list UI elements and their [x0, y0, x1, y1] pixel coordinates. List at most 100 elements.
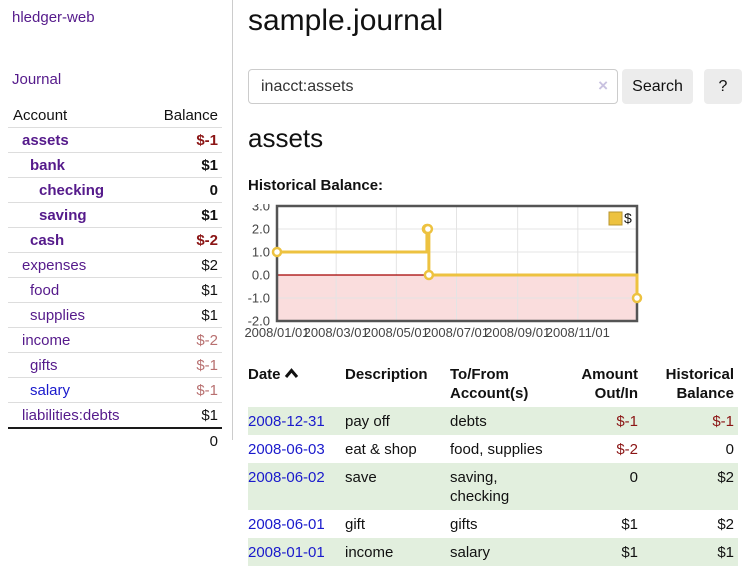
- data-point-marker: [631, 292, 643, 304]
- plot-border: [275, 204, 639, 323]
- data-point-marker: [423, 269, 435, 281]
- sidebar-account-link-checking[interactable]: checking: [39, 182, 105, 199]
- transaction-balance: $2: [717, 469, 734, 486]
- transaction-balance: $2: [717, 516, 734, 533]
- account-balance: $-1: [196, 357, 218, 374]
- sidebar-account-link-food[interactable]: food: [30, 282, 60, 299]
- transaction-accounts: saving, checking: [450, 469, 510, 505]
- account-balance: $-1: [196, 132, 218, 149]
- sidebar-account-link-gifts[interactable]: gifts: [30, 357, 58, 374]
- account-row: liabilities:debts $1: [8, 402, 222, 429]
- x-tick-label: 2008/05/01: [364, 325, 429, 340]
- account-table-header: Account Balance: [8, 103, 222, 128]
- transaction-row: 2008-12-31 pay off debts $-1 $-1: [248, 407, 738, 435]
- brand-link[interactable]: hledger-web: [12, 9, 95, 26]
- account-balance: $-2: [196, 332, 218, 349]
- transaction-description: eat & shop: [345, 441, 417, 458]
- transaction-description: pay off: [345, 413, 390, 430]
- search-form: × Search ?: [248, 69, 742, 104]
- sidebar-item-journal[interactable]: Journal: [12, 71, 62, 88]
- account-column-header: Account: [13, 107, 68, 124]
- account-balance: $-1: [196, 382, 218, 399]
- transaction-amount: $-2: [616, 441, 638, 458]
- transaction-balance: 0: [725, 441, 734, 458]
- x-tick-label: 2008/11/01: [546, 325, 610, 340]
- amount-column-header: Amount Out/In: [581, 366, 638, 402]
- transaction-row: 2008-06-03 eat & shop food, supplies $-2 0: [248, 435, 738, 463]
- account-balance: $2: [201, 257, 218, 274]
- account-balance: $1: [201, 407, 218, 424]
- data-point-marker: [422, 223, 434, 235]
- chart-container: 3.0 2.0 1.0 0.0 -1.0 -2.0 2008/01/01 2008/03/01…: [240, 199, 742, 346]
- transaction-amount: $1: [621, 544, 638, 561]
- transaction-accounts: gifts: [450, 516, 478, 533]
- y-tick-label: 1.0: [252, 245, 270, 260]
- account-row: gifts $-1: [8, 352, 222, 378]
- legend-swatch: [608, 211, 623, 226]
- search-input-wrap: ×: [248, 69, 618, 104]
- sidebar-account-link-assets[interactable]: assets: [22, 132, 69, 149]
- sidebar-account-link-saving[interactable]: saving: [39, 207, 87, 224]
- transaction-date-link[interactable]: 2008-06-01: [248, 516, 325, 533]
- y-tick-label: -2.0: [248, 314, 270, 329]
- transaction-amount: $1: [621, 516, 638, 533]
- sidebar-account-link-supplies[interactable]: supplies: [30, 307, 86, 324]
- page-title: sample.journal: [248, 4, 444, 37]
- account-row: food $1: [8, 277, 222, 303]
- clear-search-icon[interactable]: ×: [598, 76, 608, 95]
- transaction-accounts: food, supplies: [450, 441, 543, 458]
- account-balance-table: Account Balance assets $-1 bank $1 checking 0…: [8, 103, 222, 453]
- account-row: salary $-1: [8, 377, 222, 403]
- transaction-balance: $-1: [712, 413, 734, 430]
- account-row: saving $1: [8, 202, 222, 228]
- x-tick-label: 2008/01/01: [244, 325, 309, 340]
- account-heading: assets: [248, 123, 324, 153]
- historical-balance-chart: 3.0 2.0 1.0 0.0 -1.0 -2.02008/01/012008/03/01…: [244, 199, 643, 340]
- sidebar-account-link-bank[interactable]: bank: [30, 157, 66, 174]
- account-row: income $-2: [8, 327, 222, 353]
- account-balance: $1: [201, 307, 218, 324]
- balance-column-header-register: Historical Balance: [665, 366, 734, 402]
- transaction-date-link[interactable]: 2008-06-02: [248, 469, 325, 486]
- x-tick-label: 2008/07/01: [424, 325, 489, 340]
- transaction-balance: $1: [717, 544, 734, 561]
- help-button[interactable]: ?: [704, 69, 742, 104]
- account-row: assets $-1: [8, 127, 222, 153]
- balance-column-header: Balance: [163, 107, 218, 124]
- account-row: checking 0: [8, 177, 222, 203]
- x-tick-label: 2008/09/01: [485, 325, 550, 340]
- account-total-row: 0: [8, 428, 222, 453]
- transaction-accounts: salary: [450, 544, 491, 561]
- y-tick-label: 2.0: [252, 222, 270, 237]
- transaction-accounts: debts: [450, 413, 487, 430]
- account-balance: $1: [201, 282, 218, 299]
- transaction-row: 2008-06-02 save saving, checking 0 $2: [248, 463, 738, 510]
- transaction-description: income: [345, 544, 394, 561]
- account-row: supplies $1: [8, 302, 222, 328]
- x-tick-label: 2008/03/01: [304, 325, 369, 340]
- search-input[interactable]: [248, 69, 618, 104]
- accounts-column-header: To/From Account(s): [450, 366, 529, 402]
- sidebar-account-link-expenses[interactable]: expenses: [22, 257, 87, 274]
- transaction-description: gift: [345, 516, 366, 533]
- transaction-date-link[interactable]: 2008-12-31: [248, 413, 325, 430]
- register-header-row: Date Description To/From Account(s) Amou…: [248, 363, 738, 407]
- search-button[interactable]: Search: [622, 69, 693, 104]
- sidebar-account-link-cash[interactable]: cash: [30, 232, 65, 249]
- sidebar-account-link-liabilities-debts[interactable]: liabilities:debts: [22, 407, 120, 424]
- account-row: expenses $2: [8, 252, 222, 278]
- y-tick-label: -1.0: [248, 291, 270, 306]
- y-tick-label: 3.0: [252, 204, 270, 214]
- account-row: cash $-2: [8, 227, 222, 253]
- date-column-header[interactable]: Date: [248, 363, 345, 407]
- transaction-date-link[interactable]: 2008-01-01: [248, 544, 325, 561]
- account-balance: $1: [201, 157, 218, 174]
- sidebar-account-link-salary[interactable]: salary: [30, 382, 71, 399]
- sidebar-account-link-income[interactable]: income: [22, 332, 71, 349]
- transaction-date-link[interactable]: 2008-06-03: [248, 441, 325, 458]
- account-row: bank $1: [8, 152, 222, 178]
- description-column-header: Description: [345, 366, 428, 383]
- transaction-row: 2008-01-01 income salary $1 $1: [248, 538, 738, 566]
- sort-ascending-icon: [284, 368, 298, 378]
